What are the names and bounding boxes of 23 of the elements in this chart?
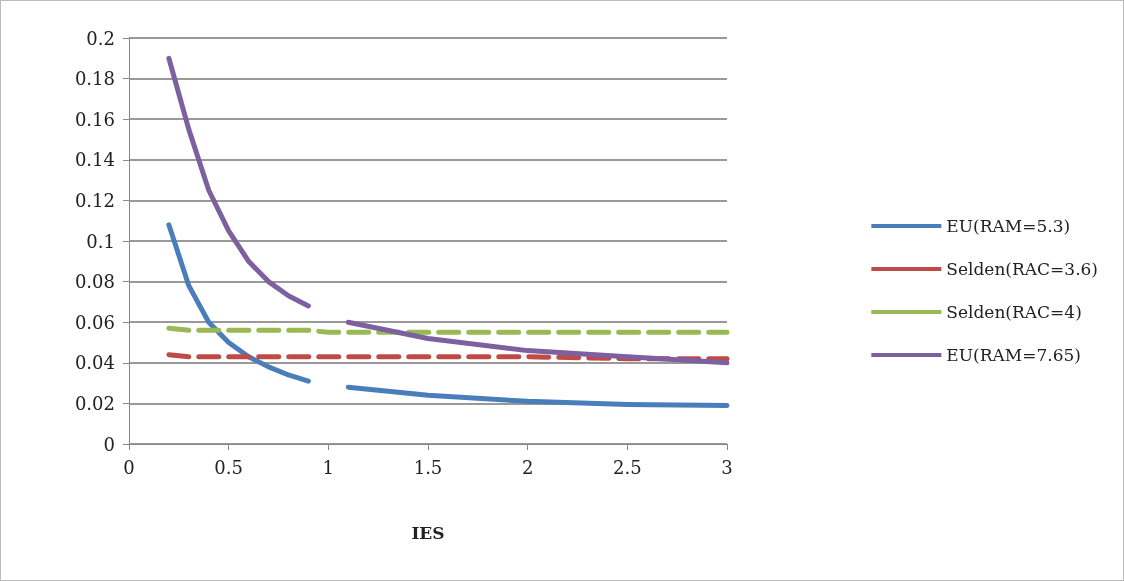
y-tick-label: 0.18 <box>74 68 115 90</box>
x-tick-label: 0.5 <box>214 456 243 478</box>
y-tick-label: 0 <box>103 433 115 455</box>
y-tick-label: 0.02 <box>74 392 115 414</box>
x-tick-label: 3 <box>721 456 733 478</box>
x-tick-label: 2 <box>521 456 534 478</box>
y-tick-label: 0.1 <box>86 230 115 252</box>
legend-label: EU(RAM=7.65) <box>946 345 1081 365</box>
y-tick-label: 0.16 <box>74 108 115 130</box>
x-tick-label: 1 <box>322 456 335 478</box>
y-tick-label: 0.04 <box>74 352 115 374</box>
y-tick-label: 0.08 <box>74 271 115 293</box>
y-tick-label: 0.2 <box>86 27 115 49</box>
legend-label: Selden(RAC=3.6) <box>946 259 1099 279</box>
legend-label: Selden(RAC=4) <box>946 302 1082 322</box>
legend-label: EU(RAM=5.3) <box>946 216 1071 236</box>
x-tick-label: 1.5 <box>413 456 443 478</box>
y-tick-label: 0.12 <box>74 189 115 211</box>
x-axis-title: IES <box>411 522 445 543</box>
y-tick-label: 0.14 <box>74 149 115 171</box>
x-tick-label: 2.5 <box>613 456 642 478</box>
x-tick-label: 0 <box>123 456 135 478</box>
y-tick-label: 0.06 <box>74 311 115 333</box>
